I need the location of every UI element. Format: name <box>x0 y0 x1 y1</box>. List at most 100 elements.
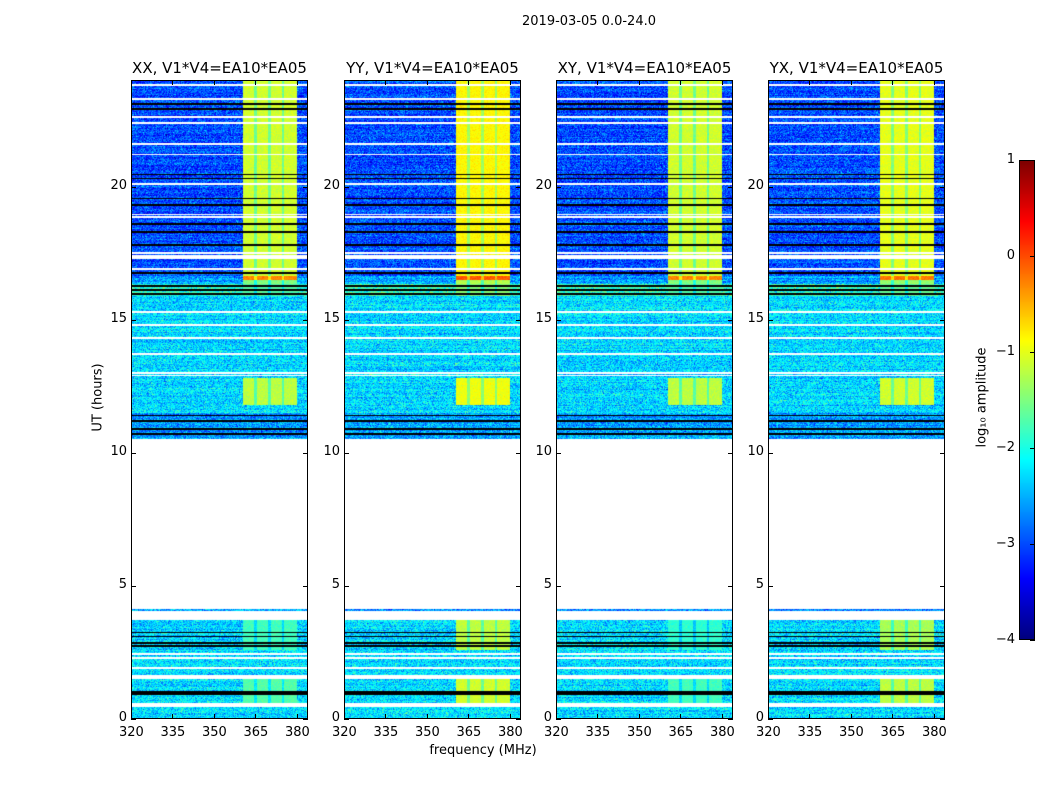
y-axis-label: UT (hours) <box>90 363 106 432</box>
x-tick-label: 350 <box>414 725 440 740</box>
x-tick-mark <box>509 714 511 719</box>
y-tick-mark <box>556 186 561 188</box>
colorbar-tick-mark <box>1030 448 1035 449</box>
y-tick-mark <box>940 585 945 587</box>
colorbar-tick-label: −4 <box>995 632 1015 647</box>
y-tick-label: 0 <box>543 710 552 725</box>
x-tick-mark <box>509 80 511 85</box>
y-tick-mark <box>303 719 308 720</box>
y-tick-mark <box>768 186 773 188</box>
y-tick-label: 15 <box>747 310 764 326</box>
x-tick-mark <box>768 80 769 85</box>
y-tick-mark <box>344 719 349 720</box>
y-tick-mark <box>940 452 945 454</box>
y-tick-mark <box>768 452 773 454</box>
spectrogram-panel: 320 335 350 365 380 0 5 10 15 20 <box>110 80 310 740</box>
y-tick-mark <box>768 319 773 321</box>
x-tick-label: 380 <box>497 725 523 740</box>
x-tick-mark <box>468 714 470 719</box>
y-tick-mark <box>131 319 136 321</box>
y-tick-mark <box>303 319 308 321</box>
x-tick-mark <box>933 714 935 719</box>
x-tick-mark <box>296 714 298 719</box>
x-tick-label: 320 <box>544 725 569 740</box>
x-tick-label: 380 <box>921 725 947 740</box>
x-tick-mark <box>255 714 257 719</box>
x-tick-label: 365 <box>880 725 906 740</box>
y-tick-mark <box>344 585 349 587</box>
x-tick-label: 380 <box>284 725 310 740</box>
colorbar-tick-mark <box>1030 352 1035 353</box>
y-tick-mark <box>131 585 136 587</box>
y-tick-mark <box>131 186 136 188</box>
colorbar-tick-mark <box>1030 160 1035 161</box>
y-tick-mark <box>131 719 136 720</box>
x-tick-label: 365 <box>456 725 482 740</box>
y-tick-mark <box>940 186 945 188</box>
y-tick-mark <box>303 186 308 188</box>
y-tick-label: 10 <box>535 443 552 459</box>
x-tick-mark <box>344 80 345 85</box>
x-tick-mark <box>296 80 298 85</box>
colorbar-tick-label: 1 <box>1006 152 1015 167</box>
x-tick-mark <box>809 714 811 719</box>
x-tick-mark <box>213 714 215 719</box>
y-tick-mark <box>768 585 773 587</box>
spectrogram-image <box>344 80 521 719</box>
spectrogram-image <box>768 80 945 719</box>
panel-title: XY, V1*V4=EA10*EA05 <box>557 59 732 77</box>
colorbar-tick-label: −3 <box>995 536 1015 551</box>
x-tick-mark <box>638 80 640 85</box>
x-tick-mark <box>892 80 894 85</box>
x-tick-mark <box>172 714 174 719</box>
y-tick-mark <box>940 719 945 720</box>
x-tick-mark <box>892 714 894 719</box>
x-tick-mark <box>680 80 682 85</box>
x-tick-label: 380 <box>709 725 735 740</box>
x-tick-label: 320 <box>756 725 781 740</box>
y-tick-mark <box>556 452 561 454</box>
x-tick-mark <box>768 714 769 719</box>
x-tick-label: 335 <box>160 725 186 740</box>
y-tick-label: 5 <box>543 576 552 592</box>
y-tick-mark <box>303 452 308 454</box>
x-tick-label: 350 <box>626 725 652 740</box>
x-tick-mark <box>255 80 257 85</box>
spectrogram-image <box>556 80 733 719</box>
y-tick-mark <box>516 319 521 321</box>
x-tick-mark <box>809 80 811 85</box>
y-tick-label: 5 <box>331 576 340 592</box>
y-tick-mark <box>728 186 733 188</box>
x-tick-mark <box>556 80 557 85</box>
y-tick-label: 0 <box>118 710 127 725</box>
x-tick-mark <box>850 714 852 719</box>
spectrogram-panel: 320 335 350 365 380 0 5 10 15 20 <box>535 80 735 740</box>
x-tick-mark <box>556 714 557 719</box>
y-tick-mark <box>940 319 945 321</box>
x-tick-mark <box>638 714 640 719</box>
x-tick-mark <box>680 714 682 719</box>
colorbar-tick-label: −2 <box>995 440 1015 455</box>
y-tick-label: 20 <box>535 177 552 193</box>
y-tick-label: 20 <box>110 177 127 193</box>
x-tick-mark <box>172 80 174 85</box>
y-tick-label: 15 <box>110 310 127 326</box>
x-tick-mark <box>426 80 428 85</box>
x-tick-mark <box>426 714 428 719</box>
x-tick-mark <box>597 714 599 719</box>
y-tick-mark <box>516 186 521 188</box>
y-tick-mark <box>344 319 349 321</box>
y-tick-mark <box>728 452 733 454</box>
y-tick-mark <box>728 319 733 321</box>
colorbar-tick-mark <box>1030 256 1035 257</box>
x-tick-label: 320 <box>332 725 357 740</box>
colorbar-tick-label: 0 <box>1006 248 1015 263</box>
y-tick-label: 10 <box>747 443 764 459</box>
panel-title: YX, V1*V4=EA10*EA05 <box>769 59 944 77</box>
x-tick-mark <box>213 80 215 85</box>
y-tick-mark <box>556 585 561 587</box>
spectrogram-image <box>131 80 308 719</box>
y-tick-mark <box>344 452 349 454</box>
x-tick-mark <box>385 80 387 85</box>
y-tick-mark <box>728 719 733 720</box>
